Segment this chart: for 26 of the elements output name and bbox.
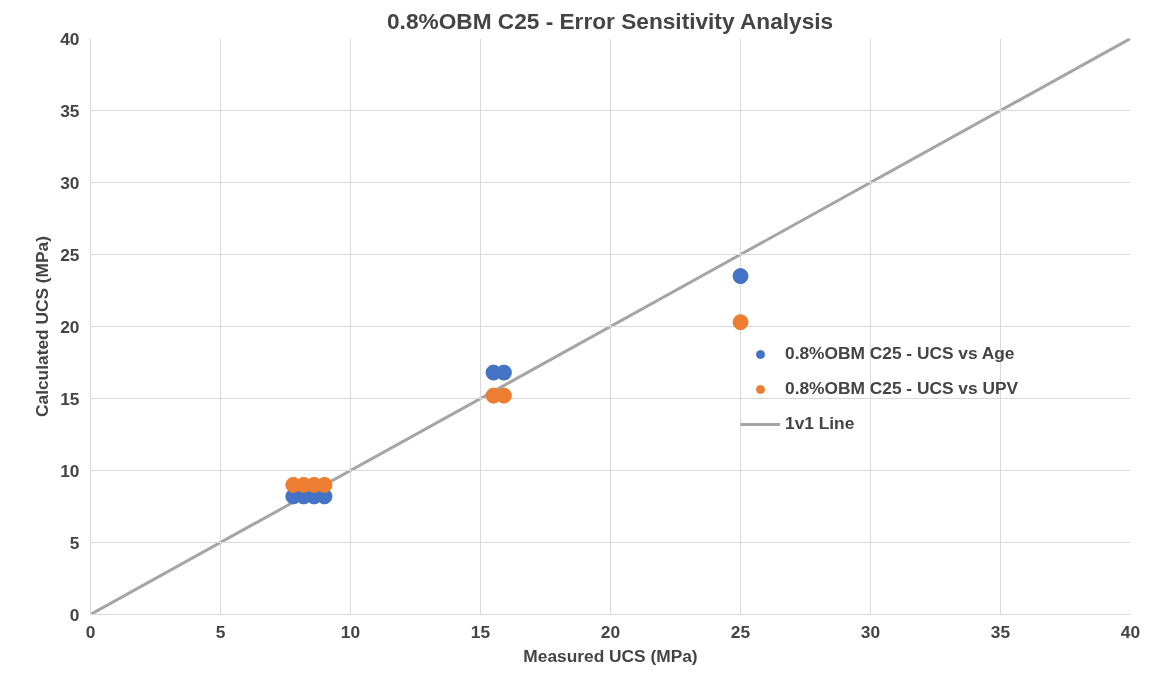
x-tick-label: 25: [730, 621, 751, 642]
point: [732, 314, 749, 331]
y-tick-label: 15: [60, 388, 80, 409]
x-tick-label: 0: [85, 621, 96, 642]
y-tick-label: 5: [69, 532, 80, 553]
x-tick-label: 30: [860, 621, 881, 642]
y-tick-label: 25: [60, 244, 80, 265]
x-tick-label: 35: [990, 621, 1011, 642]
y-tick-label: 0: [69, 604, 80, 625]
y-tick-label: 30: [60, 172, 80, 193]
y-tick-label: 35: [60, 100, 80, 121]
x-tick-label: 20: [600, 621, 621, 642]
x-axis-title: Measured UCS (MPa): [523, 645, 698, 666]
y-tick-label: 20: [60, 316, 80, 337]
x-tick-label: 5: [215, 621, 226, 642]
legend-label: 0.8%OBM C25 - UCS vs Age: [785, 343, 1015, 364]
chart-title: 0.8%OBM C25 - Error Sensitivity Analysis: [387, 7, 834, 34]
x-tick-label: 40: [1120, 621, 1141, 642]
x-tick-label: 10: [340, 621, 361, 642]
y-tick-label: 40: [60, 28, 80, 49]
x-tick-label: 15: [470, 621, 491, 642]
point: [732, 268, 749, 285]
legend-label: 1v1 Line: [785, 413, 855, 434]
y-axis-title: Calculated UCS (MPa): [32, 235, 53, 418]
y-tick-label: 10: [60, 460, 80, 481]
legend-label: 0.8%OBM C25 - UCS vs UPV: [785, 378, 1019, 399]
